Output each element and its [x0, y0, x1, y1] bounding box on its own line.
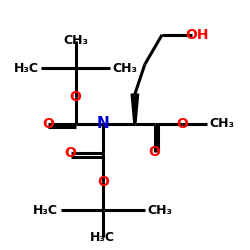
- Text: CH₃: CH₃: [63, 34, 88, 48]
- Text: N: N: [96, 116, 109, 131]
- Text: O: O: [176, 117, 188, 131]
- Text: CH₃: CH₃: [209, 117, 234, 130]
- Text: O: O: [97, 175, 109, 189]
- Text: H₃C: H₃C: [14, 62, 38, 75]
- Text: O: O: [65, 146, 76, 160]
- Text: CH₃: CH₃: [113, 62, 138, 75]
- Text: CH₃: CH₃: [147, 204, 172, 217]
- Polygon shape: [131, 94, 138, 124]
- Text: O: O: [70, 90, 82, 104]
- Text: H₃C: H₃C: [33, 204, 58, 217]
- Text: O: O: [42, 117, 54, 131]
- Text: O: O: [149, 145, 160, 159]
- Text: OH: OH: [185, 28, 208, 42]
- Text: H₃C: H₃C: [90, 231, 115, 244]
